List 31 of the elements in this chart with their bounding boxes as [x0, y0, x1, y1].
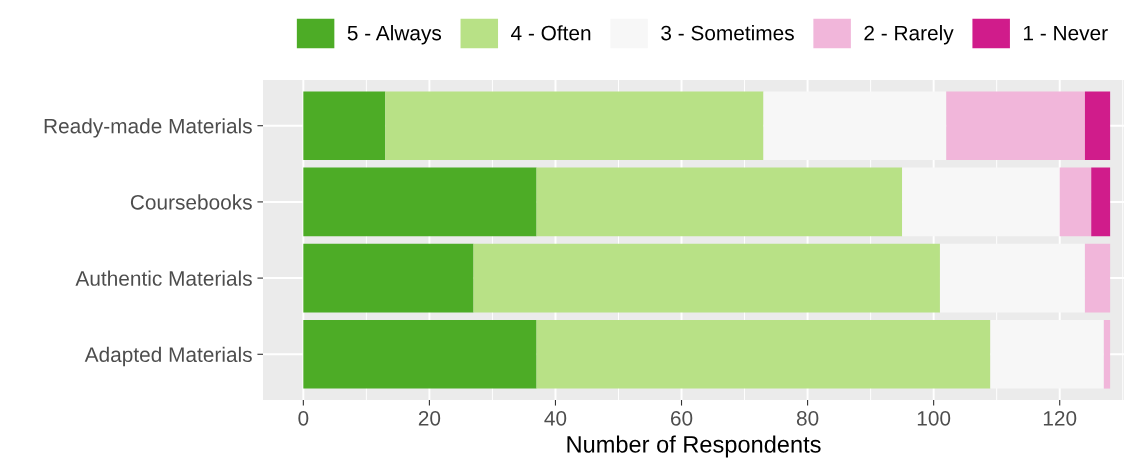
y-tick-label: Adapted Materials — [84, 346, 252, 367]
y-tick-label: Authentic Materials — [75, 270, 252, 286]
bar — [385, 91, 764, 160]
x-tick-label: 0 — [298, 410, 309, 426]
bar — [303, 91, 386, 160]
bar — [1091, 167, 1111, 237]
x-tick-label: 80 — [796, 410, 819, 426]
y-tick-label: Coursebooks — [130, 194, 252, 210]
legend-label: 3 - Sometimes — [661, 25, 794, 41]
bar — [946, 91, 1085, 160]
bar — [1059, 167, 1092, 237]
bar — [473, 243, 940, 313]
x-axis-title: Number of Respondents — [567, 435, 821, 458]
x-tick-label: 120 — [1043, 410, 1077, 426]
bar — [536, 320, 991, 389]
legend-label: 2 - Rarely — [864, 25, 954, 45]
bar — [536, 167, 903, 237]
bar — [303, 243, 474, 313]
y-tick-label: Ready-made Materials — [44, 118, 252, 138]
x-tick-label: 60 — [671, 410, 693, 426]
x-tick-label: 40 — [544, 410, 567, 426]
x-tick-label: 100 — [917, 410, 951, 426]
legend-label: 1 - Never — [1024, 25, 1108, 41]
x-tick-label: 20 — [418, 410, 441, 426]
bar — [303, 167, 537, 237]
legend-label: 5 - Always — [347, 25, 442, 45]
bar — [303, 320, 537, 389]
bar — [1084, 243, 1111, 313]
bar — [1103, 320, 1111, 389]
bar — [1084, 91, 1111, 160]
legend-label: 4 - Often — [511, 25, 591, 41]
